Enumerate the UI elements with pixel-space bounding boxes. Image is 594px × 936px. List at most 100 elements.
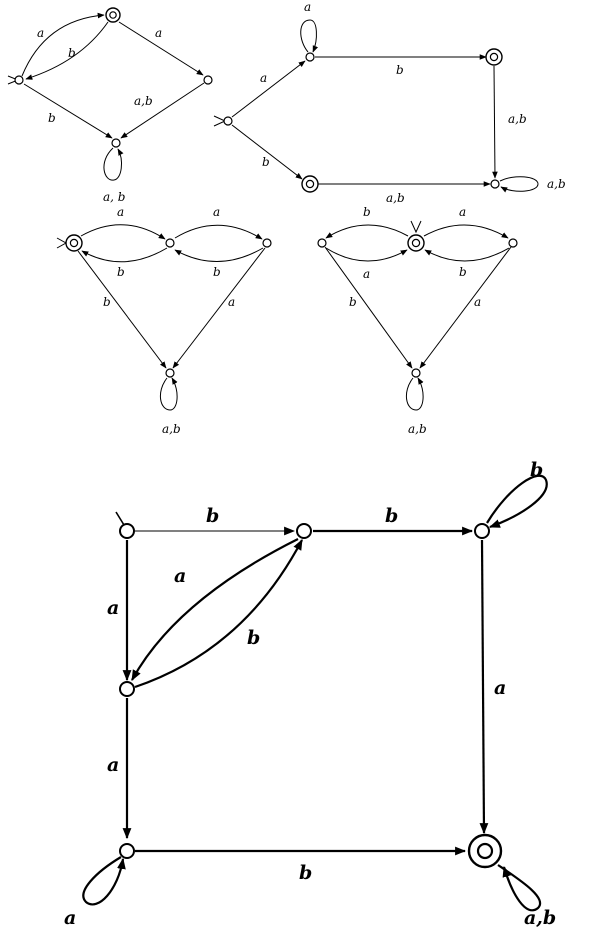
state-right: [508, 238, 518, 248]
self-loop-bottom: [103, 147, 124, 181]
state-right: [262, 238, 272, 248]
edge-label: b: [206, 505, 219, 527]
loop-label: a, b: [103, 190, 125, 204]
edge-label: a,b: [134, 94, 153, 108]
loop-label: a: [304, 0, 311, 14]
edge-right-to-sink: [419, 246, 512, 369]
edge-start-to-bottom: [231, 124, 303, 180]
loop-label: a,b: [162, 422, 181, 436]
edge-label: b: [117, 265, 125, 279]
state-sink: [411, 368, 421, 378]
edge-center-to-left-top: [325, 224, 409, 239]
edge-left-mid-to-mid-top: [134, 539, 303, 689]
edge-label: b: [247, 627, 260, 649]
edge-label: a: [459, 205, 466, 219]
edge-s1-to-s2-top: [80, 224, 166, 240]
edge-label: a: [474, 295, 481, 309]
edge-label: b: [349, 295, 357, 309]
edge-label: b: [459, 265, 467, 279]
self-loop-right-top: [486, 474, 548, 529]
edge-right-to-center-bottom: [424, 247, 510, 262]
state-sink: [490, 179, 500, 189]
loop-label: a: [64, 907, 76, 929]
loop-label: b: [530, 459, 543, 481]
automaton-4: b a a b b a a,b: [317, 205, 518, 436]
edge-label: a: [213, 205, 220, 219]
edge-label: b: [103, 295, 111, 309]
state-start: [119, 523, 135, 539]
edge-label: a,b: [386, 191, 405, 205]
self-loop-top: [300, 19, 319, 53]
edge-label: b: [299, 862, 312, 884]
state-sink: [165, 368, 175, 378]
state-middle: [165, 238, 175, 248]
edge-mid-top-to-left-mid: [131, 538, 299, 681]
edge-top-to-start: [25, 21, 109, 80]
edge-label: b: [262, 155, 270, 169]
self-loop-accepting: [497, 864, 542, 912]
state-right-top: [474, 523, 490, 539]
state-left-mid: [119, 681, 135, 697]
edge-s2-to-s3-top: [174, 224, 263, 240]
edge-label: b: [68, 46, 76, 60]
state-left-bottom: [119, 843, 135, 859]
edge-label: a: [494, 677, 506, 699]
edge-label: a: [37, 26, 44, 40]
edge-label: a,b: [508, 112, 527, 126]
automaton-3: a b a b b a a,b: [56, 205, 272, 436]
self-loop-sink: [499, 176, 539, 193]
edge-label: b: [213, 265, 221, 279]
edge-center-to-right-top: [423, 224, 509, 239]
edge-start-to-bottom: [23, 83, 113, 139]
state-accepting-inner: [69, 238, 79, 248]
edge-label: b: [48, 111, 56, 125]
state-sink: [111, 138, 121, 148]
self-loop-sink: [159, 377, 178, 411]
start-arrow: [213, 115, 227, 127]
automaton-5: b b a b a a a b b a a,b: [64, 459, 556, 929]
automaton-1: a b a a,b b a, b: [7, 7, 213, 204]
edge-label: a: [174, 565, 186, 587]
state-accepting-inner: [489, 52, 499, 62]
edge-label: a: [107, 754, 119, 776]
edge-label: a: [228, 295, 235, 309]
self-loop-left-bottom: [82, 856, 126, 906]
edge-accepting-to-sink: [492, 65, 498, 179]
edge-label: a: [363, 267, 370, 281]
state-right: [203, 75, 213, 85]
state-accepting-inner: [476, 842, 494, 860]
edge-right-to-bottom: [120, 82, 205, 139]
edge-label: b: [363, 205, 371, 219]
edge-top-to-right: [118, 21, 204, 76]
edge-label: a: [155, 26, 162, 40]
edge-label: b: [385, 505, 398, 527]
state-accepting-inner: [411, 238, 421, 248]
automaton-2: a b b a,b a,b a a,b: [213, 0, 566, 205]
edge-s3-to-s2-bottom: [174, 247, 264, 262]
edge-start-to-top: [21, 12, 105, 77]
edge-left-to-sink: [324, 246, 413, 369]
edge-start-to-top: [231, 60, 306, 118]
loop-label: a,b: [408, 422, 427, 436]
edge-label: b: [396, 63, 404, 77]
loop-label: a,b: [547, 177, 566, 191]
edge-s1-to-sink: [77, 250, 167, 369]
state-top: [305, 52, 315, 62]
loop-label: a,b: [524, 907, 556, 929]
state-mid-top: [296, 523, 312, 539]
start-arrow: [410, 220, 422, 234]
edge-s3-to-sink: [172, 247, 266, 369]
state-accepting-inner: [305, 179, 315, 189]
edge-left-to-center-bottom: [325, 247, 408, 262]
state-start: [14, 75, 24, 85]
state-left: [317, 238, 327, 248]
start-arrow: [115, 511, 125, 526]
state-accepting-inner: [109, 11, 117, 19]
state-start: [223, 116, 233, 126]
edge-label: a: [107, 597, 119, 619]
edge-label: a: [260, 71, 267, 85]
self-loop-sink: [405, 377, 424, 411]
edge-s2-to-s1-bottom: [81, 247, 168, 263]
start-arrow: [56, 237, 68, 249]
